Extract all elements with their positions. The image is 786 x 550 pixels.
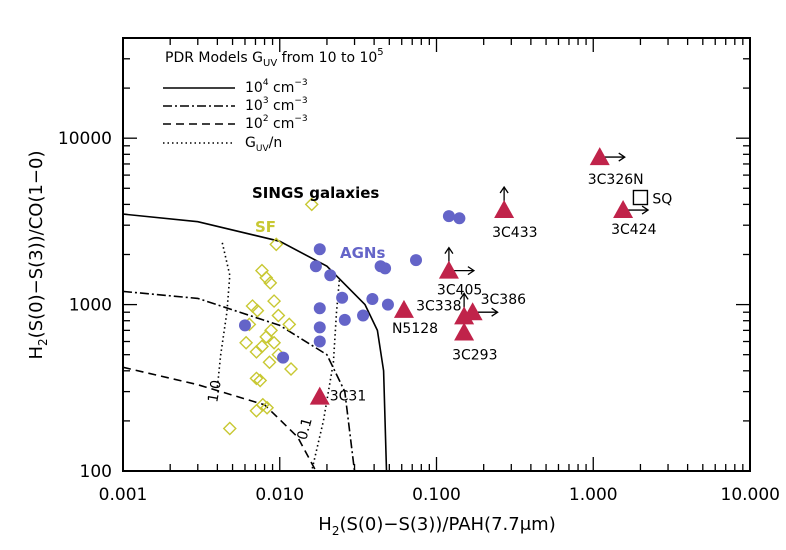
radio-galaxy-point [309,386,330,405]
radio-galaxy-label: 3C405 [437,283,482,299]
x-tick-label: 10.000 [721,485,780,505]
model-curve-dotted [216,242,231,387]
legend-label-1e4: 104 cm−3 [245,78,308,96]
x-tick-label: 0.010 [255,485,304,505]
plot-frame [122,37,751,472]
upper-limit-arrowhead [444,246,454,254]
curve-label-1.0: 1.0 [205,379,225,404]
model-curve-solid [123,213,388,471]
sf-galaxy-point [269,237,284,252]
sf-galaxy-point [282,317,297,332]
agn-galaxy-point [277,351,290,364]
upper-limit-arrowhead [499,185,509,194]
group-label-agns: AGNs [340,244,385,262]
agn-galaxy-point [357,309,370,322]
radio-galaxy-point [494,200,515,219]
sf-galaxy-point [253,373,268,388]
sf-galaxy-point [267,335,282,350]
x-tick-label: 1.000 [569,485,618,505]
agn-galaxy-point [324,269,337,282]
sf-galaxy-point [284,362,299,377]
sq-point [632,189,649,206]
legend-label-guv-n: GUV/n [245,135,282,154]
sf-galaxy-point [263,275,278,290]
tick-labels: 0.001 0.010 0.100 1.000 10.000 100 1000 10000 [58,129,780,505]
agn-galaxy-point [238,319,251,332]
right-limit-arrowhead [618,152,626,162]
sf-galaxy-point [249,403,264,418]
agn-galaxy-point [313,321,326,334]
agn-galaxy-point [366,293,379,306]
agn-galaxy-point [453,212,466,225]
sf-galaxy-point [249,344,264,359]
sf-galaxy-point [249,371,264,386]
right-limit-arrowhead [467,266,476,276]
radio-galaxy-point [454,322,475,341]
y-tick-label: 10000 [58,129,112,149]
sf-galaxy-point [250,303,265,318]
sf-galaxy-point [222,421,237,436]
model-curve-dashdot [123,290,356,471]
radio-galaxy-label: N5128 [392,321,438,337]
sf-galaxy-point [271,308,286,323]
sf-galaxy-point [254,263,269,278]
right-limit-arrowhead [491,307,499,317]
radio-galaxy-point [438,260,459,279]
sf-galaxy-point [304,197,319,212]
agn-galaxy-point [338,313,351,326]
y-axis-label: H2(S(0)−S(3))/CO(1−0) [26,151,50,360]
agn-galaxy-point [313,302,326,315]
axis-ticks [122,37,750,472]
agn-galaxy-point [381,298,394,311]
y-tick-label: 1000 [69,296,112,316]
legend: PDR Models GUV from 10 to 105 104 cm−3 1… [163,47,384,154]
sq-label: SQ [652,192,672,208]
agn-galaxy-point [379,262,392,275]
agn-galaxy-point [309,260,322,273]
group-label-sf: SF [255,218,276,236]
radio-galaxy-label: 3C433 [492,225,537,241]
agn-galaxy-point [313,335,326,348]
radio-galaxy-point [462,302,483,321]
radio-galaxy-label: 3C424 [611,222,656,238]
x-axis-label: H2(S(0)−S(3))/PAH(7.7μm) [318,514,555,538]
legend-title: PDR Models GUV from 10 to 105 [165,47,384,69]
sf-galaxy-point [260,400,275,415]
radio-galaxy-point [613,200,634,219]
sf-galaxy-point [259,329,274,344]
agn-galaxy-point [313,243,326,256]
agn-galaxy-point [410,254,423,267]
sf-galaxy-point [239,335,254,350]
radio-galaxy-point [589,147,610,166]
radio-galaxy-label: 3C326N [588,172,644,188]
sf-galaxy-point [267,294,282,309]
sf-galaxy-point [264,323,279,338]
x-tick-label: 0.001 [99,485,148,505]
radio-galaxy-label: 3C338 [416,298,461,314]
upper-limit-arrowhead [459,292,469,300]
right-limit-arrowhead [641,205,650,215]
x-tick-label: 0.100 [412,485,461,505]
group-label-sings: SINGS galaxies [252,184,379,202]
radio-galaxy-label: 3C293 [452,347,497,363]
radio-galaxy-label: 3C31 [330,389,367,405]
legend-label-1e2: 102 cm−3 [245,114,308,132]
curve-label-0.1: 0.1 [295,416,316,442]
agn-galaxy-point [336,291,349,304]
radio-galaxy-label: 3C386 [481,292,526,308]
data-points: 3C405 3C326N 3C433 3C424 N5128 3C338 3C386 3C29… [222,147,672,436]
sf-galaxy-point [259,270,274,285]
agn-galaxy-point [442,210,455,223]
radio-galaxy-point [393,299,414,318]
y-tick-label: 100 [80,462,112,482]
legend-label-1e3: 103 cm−3 [245,96,308,114]
sf-galaxy-point [262,355,277,370]
model-curve-dotted [310,280,341,471]
